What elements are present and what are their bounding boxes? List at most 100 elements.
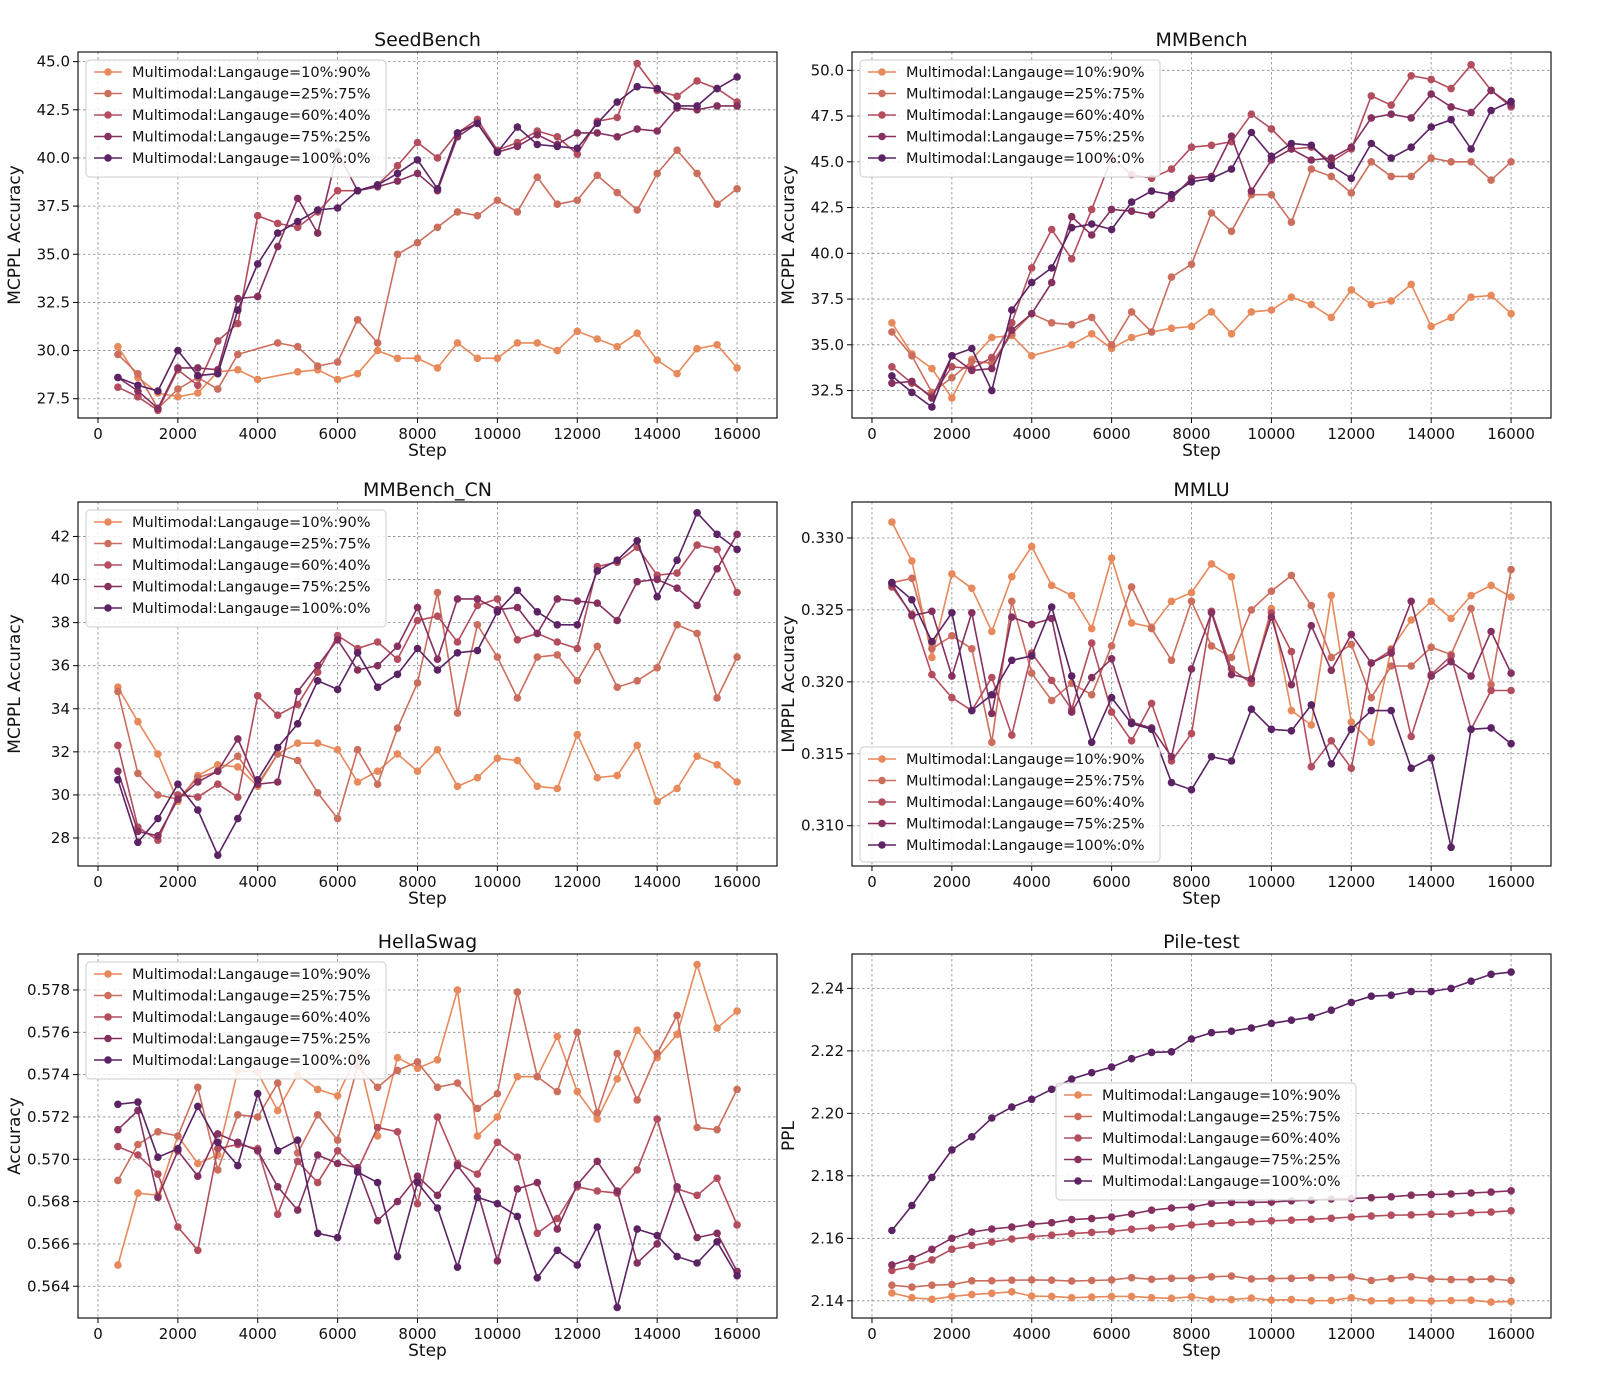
legend-swatch-marker [878,68,886,76]
data-point [373,346,382,355]
data-point [1367,992,1376,1000]
y-tick-label: 37.5 [811,290,844,308]
data-point [1507,565,1515,574]
data-point [1347,174,1356,183]
data-point [1247,1275,1256,1283]
data-point [1227,132,1236,140]
data-point [1267,613,1276,621]
data-point [1187,1274,1196,1283]
data-point [988,1225,996,1233]
legend-label: Multimodal:Langauge=60%:40% [132,1010,371,1026]
legend-label: Multimodal:Langauge=100%:0% [132,601,371,617]
x-tick-label: 14000 [1407,873,1455,891]
data-point [928,653,936,662]
data-point [928,364,936,373]
data-point [453,649,462,657]
series-5 [114,1089,741,1312]
data-point [1487,686,1495,695]
data-point [253,375,262,384]
x-tick-label: 16000 [713,1325,761,1343]
data-point [1287,1274,1296,1283]
data-point [713,565,721,573]
legend-item: Multimodal:Langauge=25%:75% [1064,1110,1341,1126]
data-point [393,750,402,758]
x-tick-label: 8000 [398,425,436,443]
series-line [117,533,738,837]
series-line [117,511,738,858]
data-point [1387,154,1395,162]
data-point [313,668,322,676]
series-line [891,1210,1512,1272]
data-point [1407,616,1415,624]
data-point [313,789,322,797]
data-point [673,556,681,564]
legend-label: Multimodal:Langauge=25%:75% [906,87,1145,103]
legend-label: Multimodal:Langauge=60%:40% [906,108,1145,124]
data-point [1327,172,1336,181]
data-point [513,586,522,595]
data-point [333,204,342,212]
data-point [1127,719,1136,728]
data-point [1047,278,1056,287]
data-point [1167,190,1176,199]
data-point [1447,1190,1455,1198]
data-point [1207,1273,1216,1281]
legend-item: Multimodal:Langauge=10%:90% [94,65,371,81]
data-point [313,206,322,214]
data-point [613,1075,621,1083]
data-point [888,1261,896,1269]
data-point [693,169,701,178]
legend-swatch-marker [878,841,886,849]
series-5 [114,73,741,395]
data-point [234,350,242,359]
data-point [1067,708,1076,716]
x-tick-label: 4000 [239,1325,277,1343]
data-point [1027,1292,1036,1300]
data-point [693,752,701,760]
data-point [1067,1277,1076,1285]
data-point [473,1170,482,1178]
data-point [174,1223,182,1231]
data-point [433,1056,442,1064]
data-point [1047,1218,1056,1227]
data-point [1167,597,1176,606]
data-point [293,756,302,765]
data-point [1127,207,1136,215]
legend-frame [85,59,387,178]
data-point [1207,560,1216,568]
data-point [313,1178,322,1187]
data-point [333,1147,342,1155]
legend-item: Multimodal:Langauge=60%:40% [94,108,371,124]
data-point [553,200,562,208]
data-point [1107,225,1116,234]
data-point [1127,1273,1136,1282]
data-point [1247,675,1256,683]
data-point [1107,554,1116,562]
data-point [214,337,222,345]
data-point [433,223,442,232]
data-point [1008,1223,1016,1231]
data-point [1307,601,1316,610]
data-point [293,217,302,226]
data-point [1008,613,1016,621]
data-point [154,1170,162,1178]
legend-swatch-marker [104,111,112,119]
y-tick-label: 0.574 [27,1066,70,1084]
data-point [333,1233,342,1242]
data-point [413,644,422,653]
legend-label: Multimodal:Langauge=25%:75% [132,989,371,1005]
data-point [353,316,362,324]
legend-item: Multimodal:Langauge=60%:40% [1064,1131,1341,1147]
x-tick-label: 12000 [553,873,601,891]
data-point [1407,1191,1415,1199]
y-tick-label: 30 [51,786,70,804]
data-point [433,1204,442,1212]
data-point [293,1157,302,1166]
data-point [513,123,522,131]
data-point [473,1193,482,1202]
data-point [293,342,302,351]
data-point [293,1206,302,1214]
data-point [273,1210,282,1219]
data-point [433,154,442,162]
data-point [253,1147,262,1155]
